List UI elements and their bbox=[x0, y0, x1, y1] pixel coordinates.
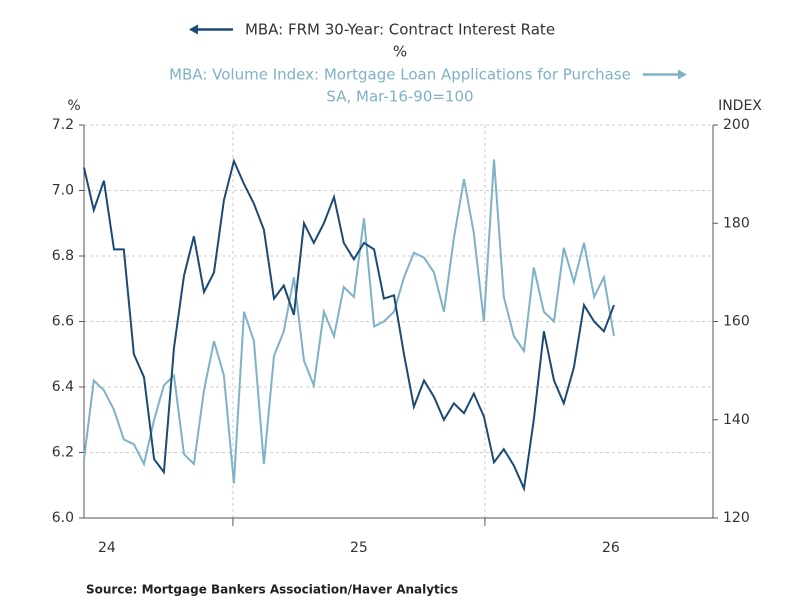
y-tick-label: 7.2 bbox=[52, 117, 74, 133]
series-title: MBA: Volume Index: Mortgage Loan Applica… bbox=[169, 66, 631, 84]
x-tick-label: 26 bbox=[602, 540, 620, 556]
source: Source: Mortgage Bankers Association/Hav… bbox=[86, 583, 458, 597]
x-tick-label: 24 bbox=[98, 540, 116, 556]
series-title: MBA: FRM 30-Year: Contract Interest Rate bbox=[245, 21, 555, 39]
series-line bbox=[83, 157, 615, 493]
series-unit: % bbox=[393, 43, 407, 61]
y-tick-label: 6.4 bbox=[52, 379, 74, 395]
series-unit: SA, Mar-16-90=100 bbox=[326, 88, 473, 106]
y-tick-label: 6.6 bbox=[52, 314, 74, 330]
y-tick-label: 6.2 bbox=[52, 445, 74, 461]
y-tick-label: 6.0 bbox=[52, 510, 74, 526]
legend-arrow-head bbox=[677, 69, 687, 80]
y2-tick-label: 160 bbox=[723, 314, 750, 330]
y2-tick-label: 180 bbox=[723, 215, 750, 231]
y-axis-label: % bbox=[67, 98, 80, 114]
y2-tick-label: 140 bbox=[723, 412, 750, 428]
x-tick-label: 25 bbox=[350, 540, 368, 556]
y2-tick-label: 120 bbox=[723, 510, 750, 526]
y2-axis-label: INDEX bbox=[718, 98, 762, 114]
y-tick-label: 7.0 bbox=[52, 183, 74, 199]
legend-arrow-head bbox=[188, 24, 198, 35]
y2-tick-label: 200 bbox=[723, 117, 750, 133]
y-tick-label: 6.8 bbox=[52, 248, 74, 264]
